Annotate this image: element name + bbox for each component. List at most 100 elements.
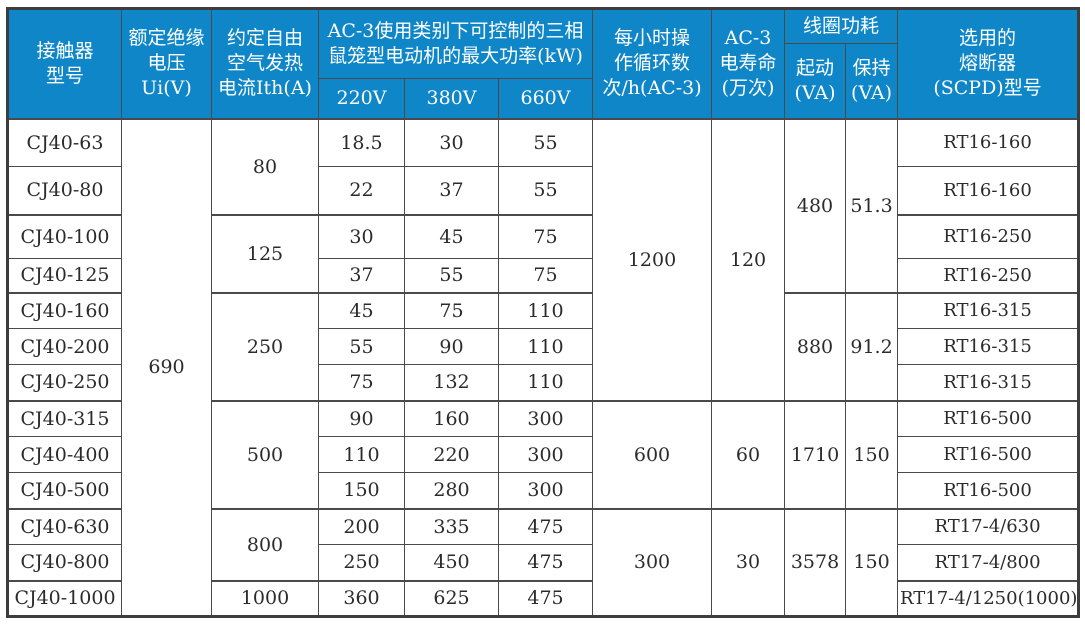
power-220v-cell: 90 [318, 400, 405, 437]
ith-cell: 500 [211, 400, 319, 510]
power-380v-cell: 335 [404, 508, 499, 545]
power-220v-cell: 200 [318, 508, 405, 545]
power-660v-cell: 110 [497, 364, 594, 402]
cycles-cell: 1200 [592, 117, 713, 402]
fuse-cell: RT16-250 [897, 214, 1080, 259]
ith-cell: 250 [211, 292, 319, 402]
power-660v-cell: 55 [497, 117, 594, 167]
power-380v-cell: 450 [404, 544, 499, 582]
fuse-cell: RT16-315 [897, 328, 1080, 365]
power-380v-cell: 90 [404, 328, 499, 365]
power-380v-cell: 75 [404, 292, 499, 329]
power-660v-cell: 75 [497, 214, 594, 259]
fuse-cell: RT17-4/800 [897, 544, 1080, 582]
power-380v-cell: 625 [404, 580, 499, 617]
model-cell: CJ40-200 [7, 328, 122, 365]
fuse-cell: RT16-500 [897, 436, 1080, 473]
power-220v-cell: 22 [318, 166, 405, 216]
header-ac3-max-power-group: AC-3使用类别下可控制的三相 鼠笼型电动机的最大功率(kW) [317, 8, 594, 79]
header-fuse-type: 选用的 熔断器 (SCPD)型号 [897, 8, 1080, 119]
rated-voltage-cell: 690 [121, 117, 212, 617]
power-660v-cell: 475 [497, 508, 594, 545]
table-row: CJ40-200 55 90 110 RT16-315 [7, 328, 1080, 365]
table-row: CJ40-250 75 132 110 RT16-315 [7, 364, 1080, 402]
power-660v-cell: 300 [497, 400, 594, 437]
model-cell: CJ40-80 [7, 166, 122, 216]
fuse-cell: RT16-315 [897, 364, 1080, 402]
model-cell: CJ40-500 [7, 472, 122, 510]
fuse-cell: RT16-315 [897, 292, 1080, 329]
coil-hold-cell: 51.3 [845, 117, 899, 294]
model-cell: CJ40-400 [7, 436, 122, 473]
power-380v-cell: 45 [404, 214, 499, 259]
model-cell: CJ40-800 [7, 544, 122, 582]
power-380v-cell: 220 [404, 436, 499, 473]
power-380v-cell: 37 [404, 166, 499, 216]
power-380v-cell: 132 [404, 364, 499, 402]
header-coil-hold-va: 保持 (VA) [845, 43, 899, 119]
power-220v-cell: 110 [318, 436, 405, 473]
power-380v-cell: 55 [404, 258, 499, 294]
table-row: CJ40-160 250 45 75 110 880 91.2 RT16-315 [7, 292, 1080, 402]
header-380v: 380V [404, 78, 499, 119]
power-220v-cell: 360 [318, 580, 405, 617]
ith-cell: 1000 [211, 580, 319, 617]
table-row: CJ40-63 690 80 18.5 30 55 1200 120 480 5… [7, 117, 1080, 617]
power-660v-cell: 55 [497, 166, 594, 216]
fuse-cell: RT16-160 [897, 166, 1080, 216]
power-220v-cell: 37 [318, 258, 405, 294]
fuse-cell: RT16-160 [897, 117, 1080, 167]
model-cell: CJ40-100 [7, 214, 122, 259]
header-coil-power-group: 线圈功耗 [784, 8, 899, 44]
fuse-cell: RT17-4/1250(1000) [897, 580, 1080, 617]
header-ac3-electrical-life: AC-3 电寿命 (万次) [711, 8, 786, 119]
coil-start-cell: 3578 [784, 508, 847, 617]
power-660v-cell: 300 [497, 436, 594, 473]
ith-cell: 80 [211, 117, 319, 216]
power-660v-cell: 300 [497, 472, 594, 510]
power-660v-cell: 75 [497, 258, 594, 294]
table-row: CJ40-125 37 55 75 RT16-250 [7, 258, 1080, 294]
table-row: CJ40-800 250 450 475 RT17-4/800 [7, 544, 1080, 582]
power-380v-cell: 160 [404, 400, 499, 437]
model-cell: CJ40-630 [7, 508, 122, 545]
header-660v: 660V [497, 78, 594, 119]
coil-hold-cell: 150 [845, 400, 899, 510]
header-contactor-model: 接触器 型号 [7, 8, 122, 119]
power-220v-cell: 55 [318, 328, 405, 365]
cycles-cell: 300 [592, 508, 713, 617]
fuse-cell: RT16-500 [897, 400, 1080, 437]
table-row: CJ40-100 125 30 45 75 RT16-250 [7, 214, 1080, 294]
power-660v-cell: 475 [497, 580, 594, 617]
table-row: CJ40-1000 1000 360 625 475 RT17-4/1250(1… [7, 580, 1080, 617]
coil-start-cell: 480 [784, 117, 847, 294]
header-220v: 220V [318, 78, 405, 119]
fuse-cell: RT16-250 [897, 258, 1080, 294]
power-220v-cell: 45 [318, 292, 405, 329]
power-660v-cell: 110 [497, 292, 594, 329]
power-220v-cell: 150 [318, 472, 405, 510]
header-rated-insulation-voltage: 额定绝缘 电压Ui(V) [121, 8, 212, 119]
model-cell: CJ40-1000 [7, 580, 122, 617]
fuse-cell: RT16-500 [897, 472, 1080, 510]
header-thermal-current: 约定自由 空气发热 电流Ith(A) [211, 8, 319, 119]
model-cell: CJ40-315 [7, 400, 122, 437]
life-cell: 30 [711, 508, 786, 617]
model-cell: CJ40-125 [7, 258, 122, 294]
ith-cell: 125 [211, 214, 319, 294]
coil-start-cell: 880 [784, 292, 847, 402]
power-220v-cell: 250 [318, 544, 405, 582]
contactor-spec-table: 接触器 型号 额定绝缘 电压Ui(V) 约定自由 空气发热 电流Ith(A) A… [6, 7, 1081, 618]
power-220v-cell: 75 [318, 364, 405, 402]
table-row: CJ40-80 22 37 55 RT16-160 [7, 166, 1080, 216]
model-cell: CJ40-63 [7, 117, 122, 167]
cycles-cell: 600 [592, 400, 713, 510]
model-cell: CJ40-250 [7, 364, 122, 402]
header-coil-start-va: 起动 (VA) [784, 43, 847, 119]
life-cell: 120 [711, 117, 786, 402]
table-row: CJ40-400 110 220 300 RT16-500 [7, 436, 1080, 473]
life-cell: 60 [711, 400, 786, 510]
coil-hold-cell: 91.2 [845, 292, 899, 402]
fuse-cell: RT17-4/630 [897, 508, 1080, 545]
